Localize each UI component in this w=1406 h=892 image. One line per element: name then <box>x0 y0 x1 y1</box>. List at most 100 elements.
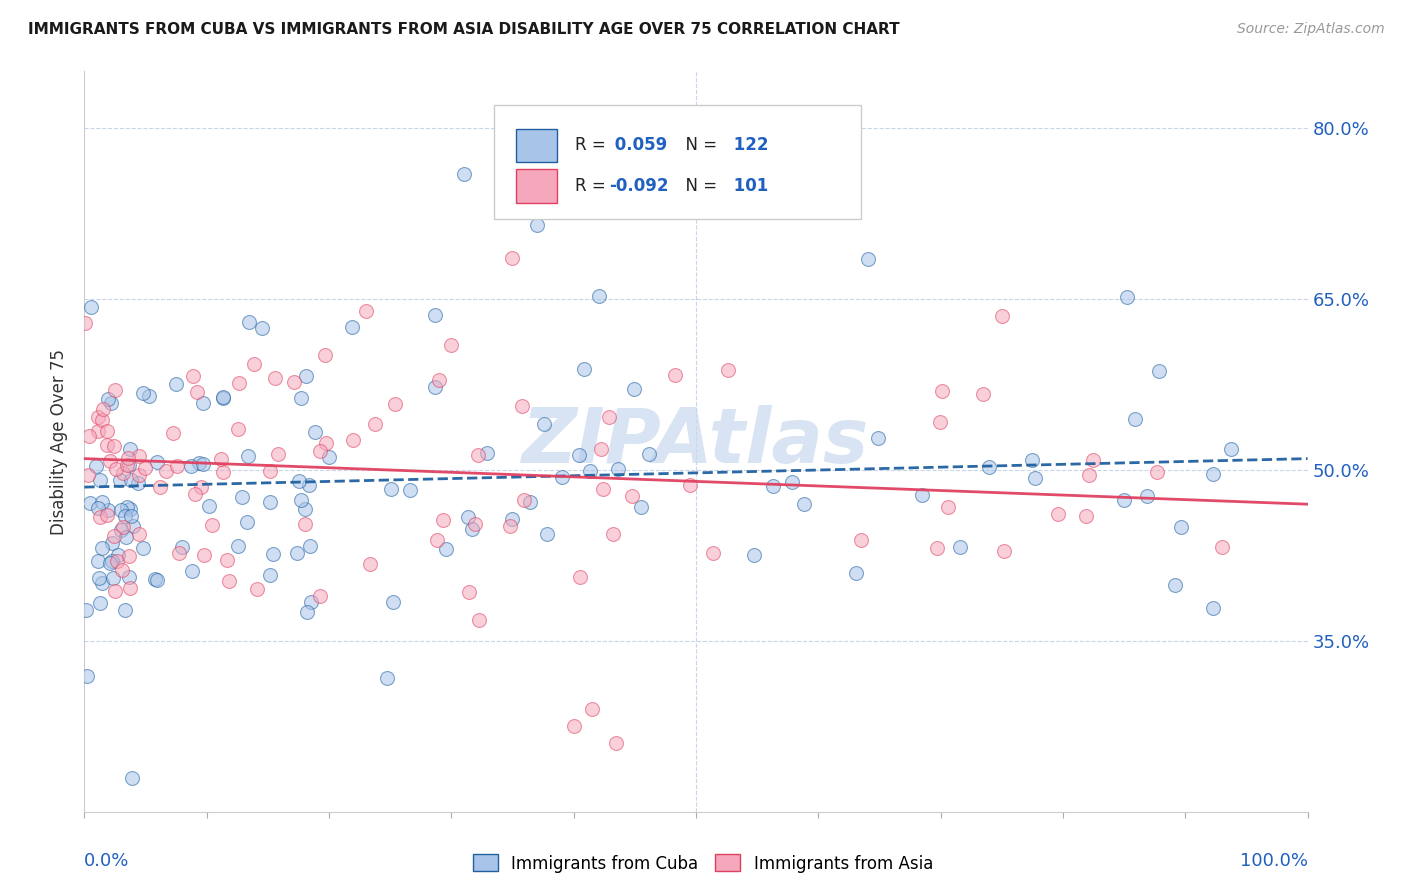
Point <box>856 252 879 266</box>
Point <box>111 563 134 577</box>
Point <box>294 516 316 531</box>
Point <box>191 396 214 410</box>
Text: R =: R = <box>575 178 610 195</box>
Point <box>354 303 377 318</box>
Point <box>188 457 211 471</box>
Point <box>638 447 661 461</box>
Point <box>1115 289 1137 303</box>
Point <box>146 454 169 468</box>
Point <box>314 348 336 362</box>
Point <box>211 390 233 404</box>
Point <box>1136 490 1159 504</box>
Point <box>440 337 463 351</box>
Point <box>1170 520 1192 534</box>
Point <box>118 458 141 472</box>
Point <box>477 446 499 460</box>
Point <box>991 310 1014 324</box>
Point <box>145 572 167 586</box>
Point <box>73 316 96 330</box>
Point <box>117 451 139 466</box>
Point <box>172 540 194 554</box>
Point <box>288 474 311 488</box>
Point <box>263 371 285 385</box>
Point <box>579 464 602 478</box>
Point <box>512 492 534 507</box>
Point <box>598 410 620 425</box>
Point <box>294 502 316 516</box>
Point <box>101 553 124 567</box>
Point <box>169 545 191 559</box>
Point <box>948 540 970 554</box>
Point <box>623 383 645 397</box>
Point <box>103 571 125 585</box>
Point <box>115 530 138 544</box>
Point <box>115 500 138 515</box>
Point <box>793 497 815 511</box>
Point <box>122 518 145 533</box>
Point <box>267 447 290 461</box>
Point <box>101 536 124 550</box>
Point <box>115 458 138 472</box>
Point <box>309 443 332 458</box>
Point <box>128 468 150 483</box>
Point <box>166 458 188 473</box>
Point <box>91 541 114 555</box>
Point <box>536 527 558 541</box>
Point <box>363 417 385 432</box>
Point <box>432 513 454 527</box>
Point <box>198 499 221 513</box>
Point <box>181 368 204 383</box>
Point <box>104 462 127 476</box>
Point <box>467 448 489 462</box>
Point <box>110 502 132 516</box>
Point <box>849 533 872 547</box>
Point <box>77 429 100 443</box>
Point <box>283 376 305 390</box>
Point <box>121 771 143 785</box>
Point <box>568 448 591 462</box>
Point <box>118 442 141 457</box>
Point <box>87 571 110 585</box>
Point <box>236 515 259 529</box>
Text: 101: 101 <box>728 178 768 195</box>
Point <box>128 526 150 541</box>
Text: 0.059: 0.059 <box>609 136 668 154</box>
Point <box>1081 453 1104 467</box>
Point <box>76 669 98 683</box>
Text: IMMIGRANTS FROM CUBA VS IMMIGRANTS FROM ASIA DISABILITY AGE OVER 75 CORRELATION : IMMIGRANTS FROM CUBA VS IMMIGRANTS FROM … <box>28 22 900 37</box>
Point <box>211 466 233 480</box>
Point <box>602 527 624 541</box>
Point <box>384 397 406 411</box>
Point <box>79 495 101 509</box>
Point <box>588 289 610 303</box>
Point <box>427 374 450 388</box>
Point <box>77 468 100 483</box>
Point <box>1147 364 1170 378</box>
Point <box>458 584 481 599</box>
Point <box>80 300 103 314</box>
Point <box>1112 492 1135 507</box>
Point <box>1076 508 1098 523</box>
Point <box>105 554 128 568</box>
Point <box>295 605 318 619</box>
Point <box>98 556 121 570</box>
Point <box>927 541 949 556</box>
Point <box>315 435 337 450</box>
Point <box>298 478 321 492</box>
Point <box>191 457 214 471</box>
Point <box>218 574 240 588</box>
Point <box>461 522 484 536</box>
Point <box>581 702 603 716</box>
Point <box>134 461 156 475</box>
Point <box>1220 442 1243 457</box>
Point <box>211 391 233 405</box>
Point <box>87 500 110 515</box>
Point <box>87 409 110 424</box>
Point <box>120 473 142 487</box>
Point <box>200 518 222 533</box>
Text: Source: ZipAtlas.com: Source: ZipAtlas.com <box>1237 22 1385 37</box>
Point <box>231 491 253 505</box>
Point <box>103 529 125 543</box>
Point <box>562 719 585 733</box>
Point <box>149 480 172 494</box>
